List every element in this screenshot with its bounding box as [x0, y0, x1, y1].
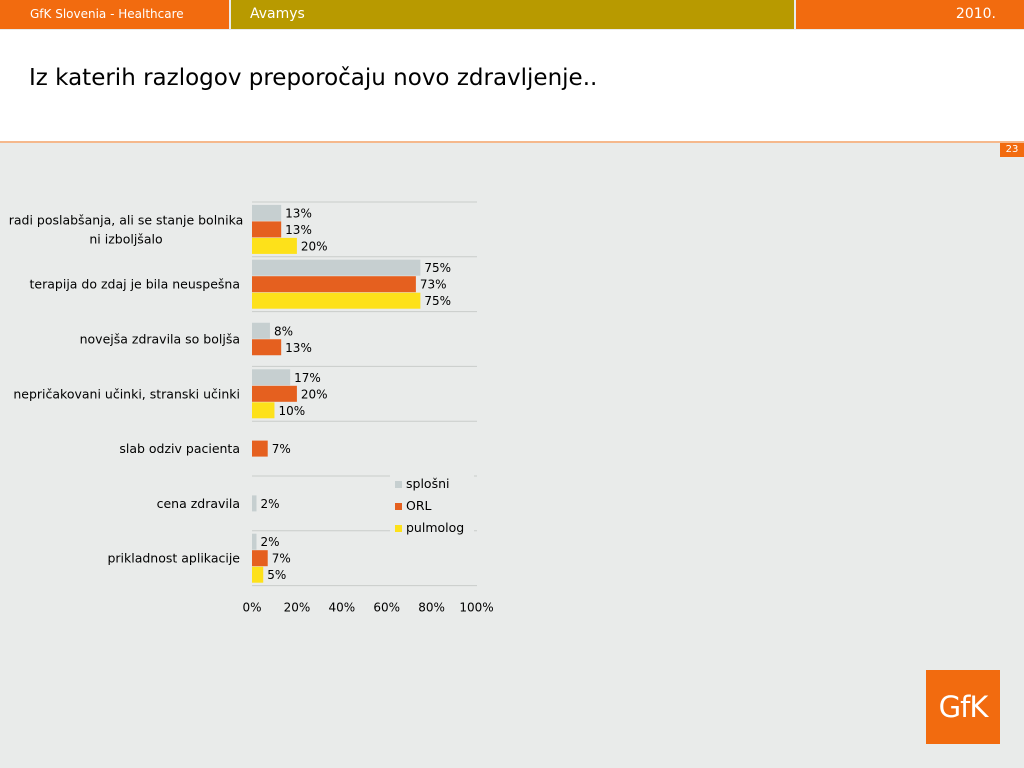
top-bar: GfK Slovenia - Healthcare Avamys 2010.: [0, 0, 1024, 30]
legend-label: splošni: [406, 476, 449, 491]
category-label: radi poslabšanja, ali se stanje bolnika: [9, 212, 244, 227]
category-label: novejša zdravila so boljša: [80, 332, 240, 347]
legend-label: ORL: [406, 498, 432, 513]
legend-label: pulmolog: [406, 520, 464, 535]
bar: [252, 550, 268, 567]
bar: [252, 566, 264, 583]
bar: [252, 221, 282, 238]
category-label: slab odziv pacienta: [119, 441, 240, 456]
bar-value-label: 75%: [424, 261, 451, 275]
x-tick-label: 40%: [328, 601, 355, 615]
page-number: 23: [1000, 143, 1024, 157]
bar-value-label: 13%: [285, 341, 312, 355]
x-tick-label: 20%: [284, 601, 311, 615]
legend-swatch: [395, 503, 402, 510]
x-tick-label: 100%: [459, 601, 493, 615]
bar-value-label: 7%: [272, 442, 291, 456]
legend-swatch: [395, 481, 402, 488]
legend-swatch: [395, 525, 402, 532]
bar-value-label: 75%: [424, 294, 451, 308]
bar-value-label: 17%: [294, 371, 321, 385]
bar: [252, 495, 257, 512]
category-label: cena zdravila: [157, 496, 240, 511]
bar: [252, 533, 257, 550]
bar-value-label: 2%: [260, 497, 279, 511]
bar-value-label: 8%: [274, 324, 293, 338]
bar-value-label: 73%: [420, 278, 447, 292]
bar: [252, 237, 297, 254]
x-tick-label: 80%: [418, 601, 445, 615]
bar-value-label: 13%: [285, 206, 312, 220]
bar: [252, 276, 416, 293]
bar: [252, 440, 268, 457]
bar: [252, 292, 421, 309]
category-group: 7% slab odziv pacienta: [119, 420, 477, 457]
header-product: Avamys: [231, 0, 794, 29]
gfk-logo-text: GfK: [938, 690, 989, 724]
header-year: 2010.: [796, 0, 1024, 29]
category-group: 13% 13% 20% radi poslabšanja, ali se stanje…: [9, 201, 477, 254]
category-label: prikladnost aplikacije: [107, 551, 240, 566]
bar-value-label: 13%: [285, 223, 312, 237]
bar-value-label: 10%: [278, 404, 305, 418]
category-label: ni izboljšalo: [89, 231, 162, 246]
category-group: 8% 13% novejša zdravila so boljša: [80, 311, 477, 356]
bar: [252, 385, 297, 402]
x-tick-label: 0%: [242, 601, 261, 615]
category-label: nepričakovani učinki, stranski učinki: [13, 386, 240, 401]
bar: [252, 339, 282, 356]
reasons-bar-chart: 13% 13% 20% radi poslabšanja, ali se stanje…: [9, 201, 494, 615]
page-title: Iz katerih razlogov preporočaju novo zdr…: [29, 65, 598, 91]
bar: [252, 204, 282, 221]
title-divider: [0, 141, 1024, 143]
bar-value-label: 2%: [260, 535, 279, 549]
category-group: 75% 73% 75% terapija do zdaj je bila neuspe…: [30, 256, 477, 309]
category-group: 17% 20% 10% nepričakovani učinki, stranski …: [13, 365, 477, 419]
legend-box: [390, 472, 474, 540]
gfk-logo: GfK: [926, 670, 1000, 744]
bar-value-label: 5%: [267, 568, 286, 582]
bar: [252, 259, 421, 276]
category-label: terapija do zdaj je bila neuspešna: [30, 277, 240, 292]
title-band: [0, 30, 1024, 141]
bar: [252, 322, 270, 339]
bar: [252, 369, 291, 386]
bar-value-label: 20%: [301, 239, 328, 253]
bar-value-label: 7%: [272, 552, 291, 566]
bar-value-label: 20%: [301, 387, 328, 401]
x-tick-label: 60%: [373, 601, 400, 615]
bar: [252, 402, 275, 419]
header-company: GfK Slovenia - Healthcare: [0, 0, 229, 29]
